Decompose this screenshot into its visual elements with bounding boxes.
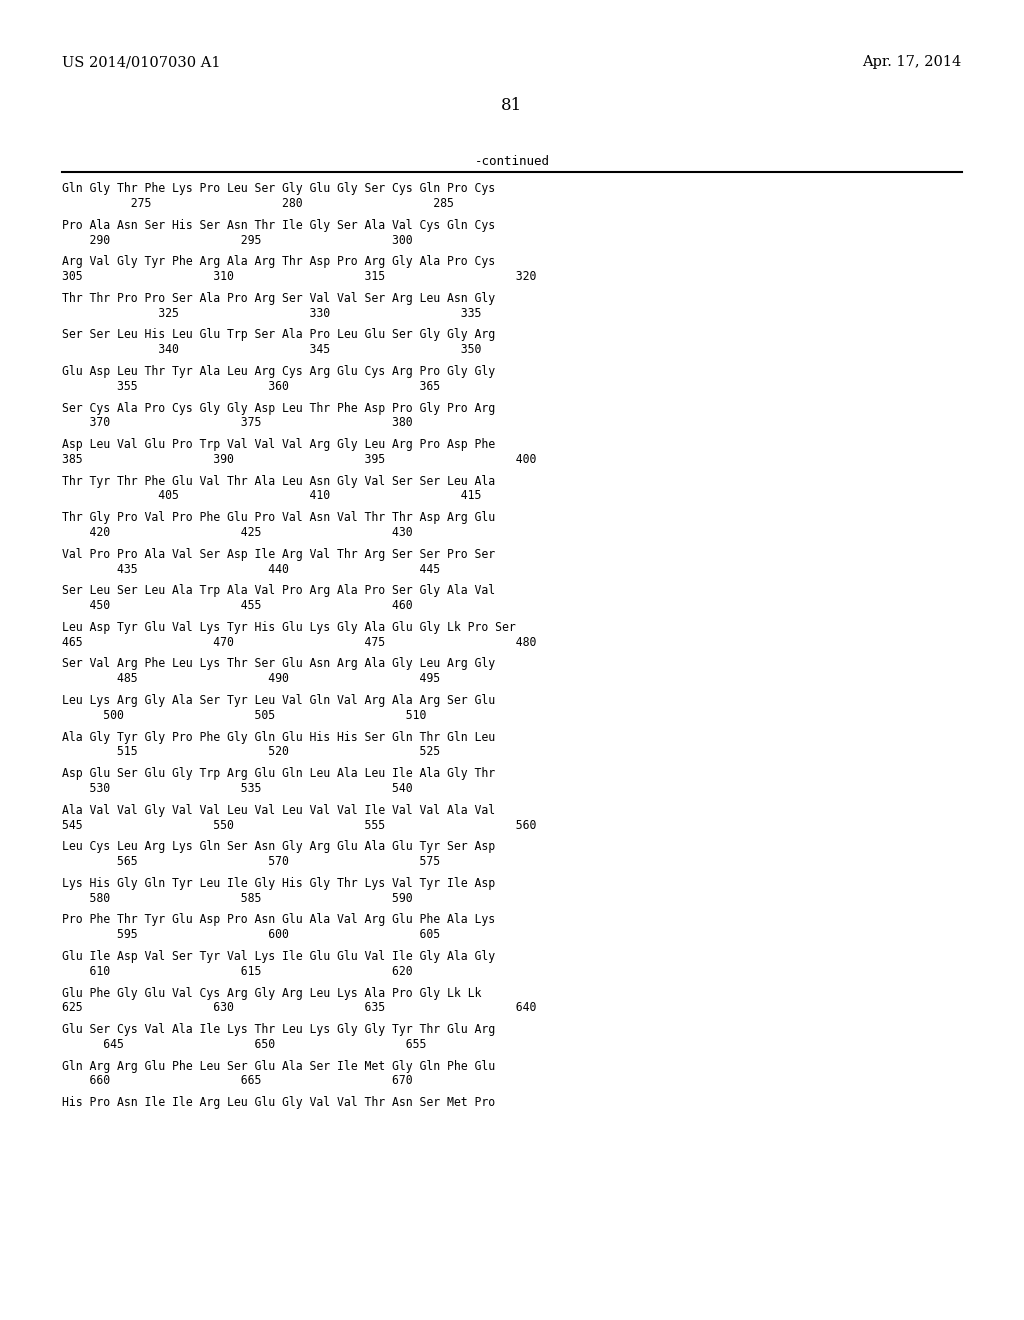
Text: 565                   570                   575: 565 570 575: [62, 855, 440, 869]
Text: Gln Arg Arg Glu Phe Leu Ser Glu Ala Ser Ile Met Gly Gln Phe Glu: Gln Arg Arg Glu Phe Leu Ser Glu Ala Ser …: [62, 1060, 496, 1073]
Text: 290                   295                   300: 290 295 300: [62, 234, 413, 247]
Text: Glu Asp Leu Thr Tyr Ala Leu Arg Cys Arg Glu Cys Arg Pro Gly Gly: Glu Asp Leu Thr Tyr Ala Leu Arg Cys Arg …: [62, 364, 496, 378]
Text: Ser Leu Ser Leu Ala Trp Ala Val Pro Arg Ala Pro Ser Gly Ala Val: Ser Leu Ser Leu Ala Trp Ala Val Pro Arg …: [62, 585, 496, 598]
Text: Leu Asp Tyr Glu Val Lys Tyr His Glu Lys Gly Ala Glu Gly Lk Pro Ser: Leu Asp Tyr Glu Val Lys Tyr His Glu Lys …: [62, 620, 516, 634]
Text: Ser Ser Leu His Leu Glu Trp Ser Ala Pro Leu Glu Ser Gly Gly Arg: Ser Ser Leu His Leu Glu Trp Ser Ala Pro …: [62, 329, 496, 342]
Text: 355                   360                   365: 355 360 365: [62, 380, 440, 393]
Text: 595                   600                   605: 595 600 605: [62, 928, 440, 941]
Text: Apr. 17, 2014: Apr. 17, 2014: [862, 55, 962, 69]
Text: -continued: -continued: [474, 154, 550, 168]
Text: Pro Ala Asn Ser His Ser Asn Thr Ile Gly Ser Ala Val Cys Gln Cys: Pro Ala Asn Ser His Ser Asn Thr Ile Gly …: [62, 219, 496, 232]
Text: 340                   345                   350: 340 345 350: [62, 343, 482, 356]
Text: 645                   650                   655: 645 650 655: [62, 1038, 427, 1051]
Text: Gln Gly Thr Phe Lys Pro Leu Ser Gly Glu Gly Ser Cys Gln Pro Cys: Gln Gly Thr Phe Lys Pro Leu Ser Gly Glu …: [62, 182, 496, 195]
Text: 530                   535                   540: 530 535 540: [62, 781, 413, 795]
Text: Asp Glu Ser Glu Gly Trp Arg Glu Gln Leu Ala Leu Ile Ala Gly Thr: Asp Glu Ser Glu Gly Trp Arg Glu Gln Leu …: [62, 767, 496, 780]
Text: Thr Gly Pro Val Pro Phe Glu Pro Val Asn Val Thr Thr Asp Arg Glu: Thr Gly Pro Val Pro Phe Glu Pro Val Asn …: [62, 511, 496, 524]
Text: Glu Ser Cys Val Ala Ile Lys Thr Leu Lys Gly Gly Tyr Thr Glu Arg: Glu Ser Cys Val Ala Ile Lys Thr Leu Lys …: [62, 1023, 496, 1036]
Text: Ser Val Arg Phe Leu Lys Thr Ser Glu Asn Arg Ala Gly Leu Arg Gly: Ser Val Arg Phe Leu Lys Thr Ser Glu Asn …: [62, 657, 496, 671]
Text: Glu Ile Asp Val Ser Tyr Val Lys Ile Glu Glu Val Ile Gly Ala Gly: Glu Ile Asp Val Ser Tyr Val Lys Ile Glu …: [62, 950, 496, 964]
Text: 420                   425                   430: 420 425 430: [62, 525, 413, 539]
Text: 275                   280                   285: 275 280 285: [62, 197, 455, 210]
Text: 580                   585                   590: 580 585 590: [62, 891, 413, 904]
Text: 610                   615                   620: 610 615 620: [62, 965, 413, 978]
Text: Thr Thr Pro Pro Ser Ala Pro Arg Ser Val Val Ser Arg Leu Asn Gly: Thr Thr Pro Pro Ser Ala Pro Arg Ser Val …: [62, 292, 496, 305]
Text: 450                   455                   460: 450 455 460: [62, 599, 413, 612]
Text: Ser Cys Ala Pro Cys Gly Gly Asp Leu Thr Phe Asp Pro Gly Pro Arg: Ser Cys Ala Pro Cys Gly Gly Asp Leu Thr …: [62, 401, 496, 414]
Text: 465                   470                   475                   480: 465 470 475 480: [62, 636, 537, 648]
Text: 370                   375                   380: 370 375 380: [62, 416, 413, 429]
Text: 305                   310                   315                   320: 305 310 315 320: [62, 271, 537, 282]
Text: 385                   390                   395                   400: 385 390 395 400: [62, 453, 537, 466]
Text: Arg Val Gly Tyr Phe Arg Ala Arg Thr Asp Pro Arg Gly Ala Pro Cys: Arg Val Gly Tyr Phe Arg Ala Arg Thr Asp …: [62, 255, 496, 268]
Text: US 2014/0107030 A1: US 2014/0107030 A1: [62, 55, 221, 69]
Text: Asp Leu Val Glu Pro Trp Val Val Val Arg Gly Leu Arg Pro Asp Phe: Asp Leu Val Glu Pro Trp Val Val Val Arg …: [62, 438, 496, 451]
Text: Ala Val Val Gly Val Val Leu Val Leu Val Val Ile Val Val Ala Val: Ala Val Val Gly Val Val Leu Val Leu Val …: [62, 804, 496, 817]
Text: Glu Phe Gly Glu Val Cys Arg Gly Arg Leu Lys Ala Pro Gly Lk Lk: Glu Phe Gly Glu Val Cys Arg Gly Arg Leu …: [62, 986, 482, 999]
Text: 625                   630                   635                   640: 625 630 635 640: [62, 1002, 537, 1014]
Text: His Pro Asn Ile Ile Arg Leu Glu Gly Val Val Thr Asn Ser Met Pro: His Pro Asn Ile Ile Arg Leu Glu Gly Val …: [62, 1096, 496, 1109]
Text: 325                   330                   335: 325 330 335: [62, 306, 482, 319]
Text: Leu Cys Leu Arg Lys Gln Ser Asn Gly Arg Glu Ala Glu Tyr Ser Asp: Leu Cys Leu Arg Lys Gln Ser Asn Gly Arg …: [62, 841, 496, 853]
Text: Val Pro Pro Ala Val Ser Asp Ile Arg Val Thr Arg Ser Ser Pro Ser: Val Pro Pro Ala Val Ser Asp Ile Arg Val …: [62, 548, 496, 561]
Text: Thr Tyr Thr Phe Glu Val Thr Ala Leu Asn Gly Val Ser Ser Leu Ala: Thr Tyr Thr Phe Glu Val Thr Ala Leu Asn …: [62, 475, 496, 487]
Text: 81: 81: [502, 98, 522, 114]
Text: 660                   665                   670: 660 665 670: [62, 1074, 413, 1088]
Text: 405                   410                   415: 405 410 415: [62, 490, 482, 503]
Text: 545                   550                   555                   560: 545 550 555 560: [62, 818, 537, 832]
Text: Pro Phe Thr Tyr Glu Asp Pro Asn Glu Ala Val Arg Glu Phe Ala Lys: Pro Phe Thr Tyr Glu Asp Pro Asn Glu Ala …: [62, 913, 496, 927]
Text: Leu Lys Arg Gly Ala Ser Tyr Leu Val Gln Val Arg Ala Arg Ser Glu: Leu Lys Arg Gly Ala Ser Tyr Leu Val Gln …: [62, 694, 496, 708]
Text: Lys His Gly Gln Tyr Leu Ile Gly His Gly Thr Lys Val Tyr Ile Asp: Lys His Gly Gln Tyr Leu Ile Gly His Gly …: [62, 876, 496, 890]
Text: 500                   505                   510: 500 505 510: [62, 709, 427, 722]
Text: 435                   440                   445: 435 440 445: [62, 562, 440, 576]
Text: 485                   490                   495: 485 490 495: [62, 672, 440, 685]
Text: 515                   520                   525: 515 520 525: [62, 746, 440, 759]
Text: Ala Gly Tyr Gly Pro Phe Gly Gln Glu His His Ser Gln Thr Gln Leu: Ala Gly Tyr Gly Pro Phe Gly Gln Glu His …: [62, 730, 496, 743]
